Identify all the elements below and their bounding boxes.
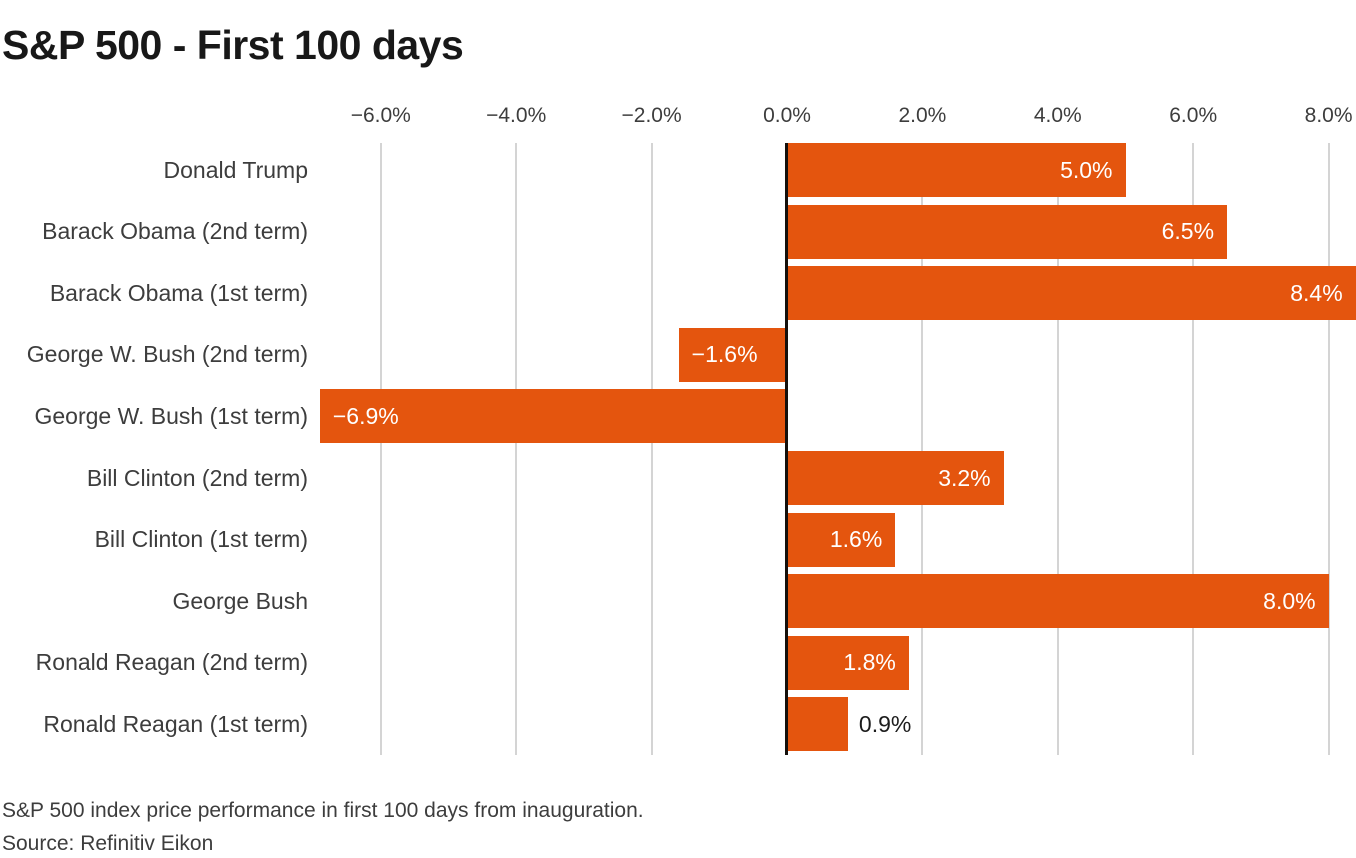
bar-value-label: 3.2% <box>938 464 991 491</box>
category-label: Donald Trump <box>163 156 308 183</box>
gridline <box>1056 143 1059 755</box>
chart-description: S&P 500 index price performance in first… <box>2 799 644 822</box>
x-axis-tick-label: −6.0% <box>350 104 411 127</box>
bar: 1.6% <box>787 512 896 567</box>
gridline <box>515 143 518 755</box>
x-axis-tick-label: 6.0% <box>1169 104 1218 127</box>
bar: −6.9% <box>319 389 787 444</box>
bar: 3.2% <box>787 451 1004 505</box>
bar-value-label: 8.4% <box>1290 279 1343 306</box>
category-label: Barack Obama (1st term) <box>49 279 308 306</box>
zero-axis-line <box>785 143 788 755</box>
x-axis-tick-label: 0.0% <box>763 104 811 127</box>
bar-value-label: 1.6% <box>829 526 883 553</box>
gridline <box>379 143 382 755</box>
category-label: Ronald Reagan (1st term) <box>43 710 308 737</box>
bar <box>787 697 848 752</box>
category-label: Ronald Reagan (2nd term) <box>35 649 308 676</box>
bar: 1.8% <box>787 635 909 690</box>
bar: 5.0% <box>787 143 1126 197</box>
bar-value-label: 1.8% <box>843 649 896 676</box>
bar-value-label: 0.9% <box>858 710 912 737</box>
x-axis-tick-label: 2.0% <box>898 104 947 127</box>
bar: 6.5% <box>787 204 1228 259</box>
bar-value-label: 5.0% <box>1060 156 1113 183</box>
category-label: George W. Bush (2nd term) <box>26 341 308 368</box>
gridline <box>1327 143 1330 755</box>
bar: 8.0% <box>787 574 1329 629</box>
category-label: George Bush <box>172 587 308 614</box>
bar-value-label: −1.6% <box>691 341 758 368</box>
category-label: Bill Clinton (1st term) <box>94 526 308 553</box>
x-axis-tick-label: 4.0% <box>1033 104 1082 127</box>
bar-value-label: 8.0% <box>1263 587 1316 614</box>
gridline <box>921 143 924 755</box>
category-label: George W. Bush (1st term) <box>34 402 308 429</box>
bar-value-label: −6.9% <box>332 402 399 429</box>
bar: −1.6% <box>678 327 787 382</box>
bar-value-label: 6.5% <box>1161 218 1215 245</box>
chart-source: Source: Refinitiv Eikon <box>2 832 214 855</box>
x-axis-tick-label: −2.0% <box>621 104 682 127</box>
x-axis-tick-label: −4.0% <box>486 104 547 127</box>
gridline <box>650 143 653 755</box>
gridline <box>1192 143 1195 755</box>
bar: 8.4% <box>787 266 1356 321</box>
category-label: Bill Clinton (2nd term) <box>86 464 308 491</box>
category-label: Barack Obama (2nd term) <box>42 218 308 245</box>
page-title: S&P 500 - First 100 days <box>2 22 464 68</box>
x-axis-tick-label: 8.0% <box>1304 104 1353 127</box>
bar-chart: −6.0% −4.0% −2.0% 0.0% 2.0% 4.0% 6.0% 8.0% Donal… <box>26 104 1356 755</box>
